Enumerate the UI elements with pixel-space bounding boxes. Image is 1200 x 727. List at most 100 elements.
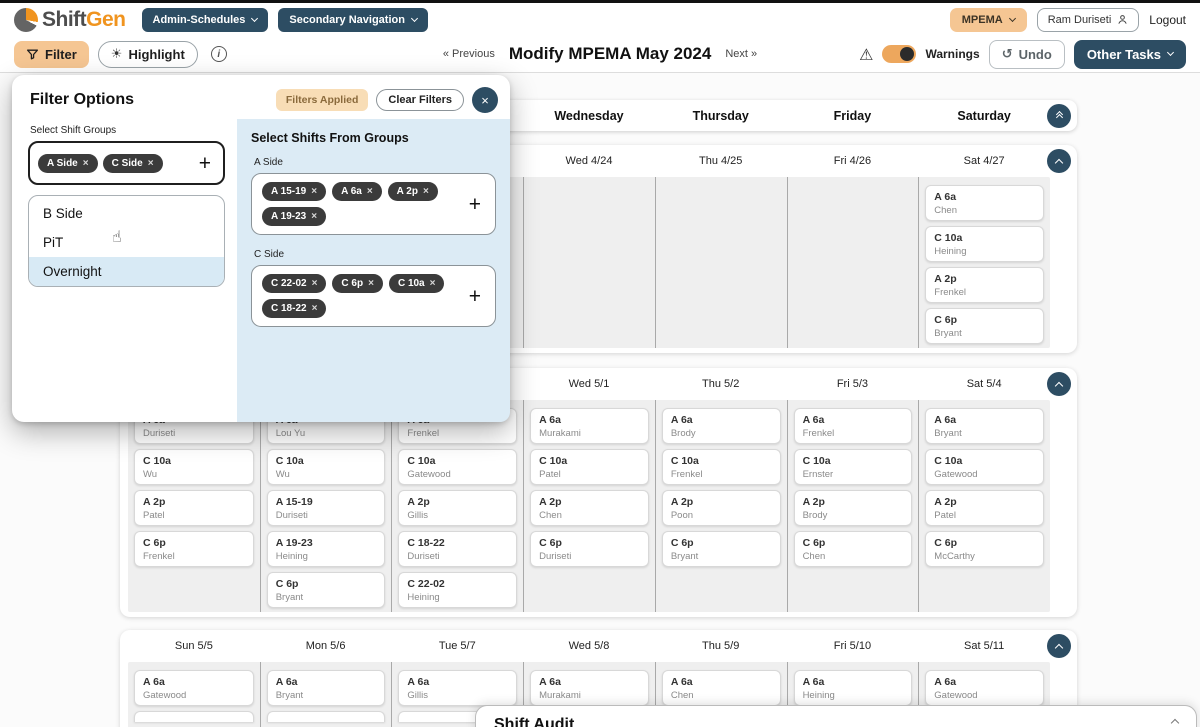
shift-chip[interactable]: C 18-22 × bbox=[262, 299, 327, 318]
shift-label: A 2p bbox=[539, 496, 562, 508]
shift-card[interactable]: A 2p Patel bbox=[925, 490, 1044, 526]
collapse-all-button[interactable] bbox=[1047, 103, 1071, 128]
filter-button[interactable]: Filter bbox=[14, 40, 89, 68]
shift-card[interactable]: C 6p Chen bbox=[793, 531, 913, 567]
other-tasks-button[interactable]: Other Tasks bbox=[1073, 39, 1186, 69]
shift-card[interactable]: A 6a Murakami bbox=[530, 408, 649, 444]
shift-card[interactable]: A 6a Bryant bbox=[925, 408, 1044, 444]
shift-card[interactable]: C 10a Gatewood bbox=[925, 449, 1044, 485]
shift-chip[interactable]: A 6a × bbox=[332, 182, 382, 201]
shift-card[interactable]: C 10a Wu bbox=[266, 449, 386, 485]
shift-card[interactable]: C 6p McCarthy bbox=[925, 531, 1044, 567]
shift-card[interactable]: A 2p Gillis bbox=[398, 490, 518, 526]
highlight-button[interactable]: ☀ Highlight bbox=[97, 40, 198, 68]
shift-card[interactable]: C 10a Heining bbox=[925, 226, 1044, 262]
next-button[interactable]: Next » bbox=[725, 48, 758, 60]
shift-card[interactable]: A 2p Patel bbox=[134, 490, 254, 526]
shift-card[interactable]: C 18-22 Duriseti bbox=[398, 531, 518, 567]
secondary-navigation-menu[interactable]: Secondary Navigation bbox=[278, 7, 428, 32]
group-option[interactable]: Overnight bbox=[29, 257, 224, 286]
chip-remove-icon[interactable]: × bbox=[311, 186, 318, 197]
shift-card[interactable]: A 6a Brody bbox=[661, 408, 781, 444]
shift-card[interactable]: C 6p Frenkel bbox=[134, 531, 254, 567]
admin-schedules-menu[interactable]: Admin-Schedules bbox=[141, 7, 269, 32]
shift-card[interactable]: A 2p Brody bbox=[793, 490, 913, 526]
assignee-label: Heining bbox=[275, 551, 308, 563]
add-shift-button[interactable]: + bbox=[465, 286, 485, 307]
add-shift-button[interactable]: + bbox=[465, 194, 485, 215]
chip-remove-icon[interactable]: × bbox=[147, 157, 154, 169]
shift-card[interactable]: A 2p Frenkel bbox=[925, 267, 1044, 303]
warnings-toggle[interactable] bbox=[882, 45, 917, 63]
shift-card[interactable]: C 10a Frenkel bbox=[661, 449, 781, 485]
assignee-label: Brody bbox=[670, 428, 696, 440]
shift-card[interactable] bbox=[134, 711, 254, 722]
shift-chip[interactable]: A Side × bbox=[38, 153, 98, 173]
shiftgen-logo[interactable]: ShiftGen bbox=[14, 7, 126, 32]
undo-button[interactable]: ↺ Undo bbox=[988, 39, 1065, 69]
shift-card[interactable]: C 6p Bryant bbox=[925, 308, 1044, 344]
assignee-label: Patel bbox=[143, 510, 165, 522]
shift-label: A 6a bbox=[934, 414, 957, 426]
shift-card[interactable]: A 6a Gatewood bbox=[925, 670, 1044, 706]
site-selector-button[interactable]: MPEMA bbox=[949, 7, 1027, 32]
shift-chip[interactable]: C Side × bbox=[102, 153, 163, 173]
collapse-week-button[interactable] bbox=[1047, 149, 1071, 173]
shift-card[interactable]: C 6p Duriseti bbox=[530, 531, 649, 567]
add-group-button[interactable]: + bbox=[195, 153, 215, 174]
shift-card[interactable]: A 2p Chen bbox=[530, 490, 649, 526]
shift-card[interactable]: A 6a Gillis bbox=[398, 670, 518, 706]
chip-remove-icon[interactable]: × bbox=[82, 157, 89, 169]
shift-card[interactable]: C 6p Bryant bbox=[661, 531, 781, 567]
shift-card[interactable]: A 6a Gatewood bbox=[134, 670, 254, 706]
shift-chip[interactable]: A 2p × bbox=[387, 182, 438, 201]
assignee-label: Frenkel bbox=[407, 428, 440, 440]
chip-remove-icon[interactable]: × bbox=[311, 303, 318, 314]
shift-chip[interactable]: A 19-23 × bbox=[262, 207, 327, 226]
shift-card[interactable]: A 6a Chen bbox=[661, 670, 781, 706]
group-option[interactable]: PiT bbox=[43, 235, 64, 250]
chip-remove-icon[interactable]: × bbox=[366, 186, 373, 197]
logout-link[interactable]: Logout bbox=[1149, 12, 1186, 27]
assignee-label: Bryant bbox=[670, 551, 699, 563]
shift-chip[interactable]: A 15-19 × bbox=[262, 182, 327, 201]
filter-modal-body: Select Shift Groups A Side × C Side × + B S… bbox=[12, 119, 510, 422]
chip-remove-icon[interactable]: × bbox=[422, 186, 429, 197]
shift-chip[interactable]: C 22-02 × bbox=[262, 274, 327, 293]
group-option[interactable]: B Side bbox=[43, 206, 83, 221]
shift-card[interactable]: A 6a Murakami bbox=[530, 670, 649, 706]
shift-card[interactable]: A 19-23 Heining bbox=[266, 531, 386, 567]
shift-card[interactable]: A 6a Heining bbox=[793, 670, 913, 706]
clear-filters-button[interactable]: Clear Filters bbox=[376, 89, 464, 111]
chip-remove-icon[interactable]: × bbox=[429, 278, 436, 289]
shift-card[interactable]: A 2p Poon bbox=[661, 490, 781, 526]
user-button[interactable]: Ram Duriseti bbox=[1036, 7, 1140, 32]
shift-card[interactable]: C 10a Patel bbox=[530, 449, 649, 485]
assignee-label: Patel bbox=[539, 469, 561, 481]
shift-card[interactable]: C 10a Gatewood bbox=[398, 449, 518, 485]
collapse-audit-icon[interactable] bbox=[1170, 718, 1180, 727]
chip-remove-icon[interactable]: × bbox=[311, 278, 318, 289]
weekday-label: Friday bbox=[833, 108, 872, 123]
previous-button[interactable]: « Previous bbox=[442, 48, 495, 60]
shift-card[interactable]: A 6a Frenkel bbox=[793, 408, 913, 444]
group-options-list: B Side PiT Overnight bbox=[28, 195, 225, 287]
shift-chip[interactable]: C 6p × bbox=[332, 274, 383, 293]
shift-card[interactable]: A 6a Bryant bbox=[266, 670, 386, 706]
shift-card[interactable]: C 10a Wu bbox=[134, 449, 254, 485]
shift-card[interactable]: A 6a Chen bbox=[925, 185, 1044, 221]
collapse-week-button[interactable] bbox=[1047, 372, 1071, 396]
close-modal-button[interactable]: × bbox=[472, 87, 498, 113]
shift-card[interactable]: C 22-02 Heining bbox=[398, 572, 518, 608]
shift-chip[interactable]: C 10a × bbox=[388, 274, 445, 293]
info-icon[interactable]: i bbox=[210, 46, 227, 62]
selected-groups-input[interactable]: A Side × C Side × + bbox=[28, 141, 225, 185]
shift-card[interactable]: A 15-19 Duriseti bbox=[266, 490, 386, 526]
chip-remove-icon[interactable]: × bbox=[368, 278, 374, 289]
shift-card[interactable]: C 10a Ernster bbox=[793, 449, 913, 485]
collapse-week-button[interactable] bbox=[1047, 634, 1071, 658]
chip-remove-icon[interactable]: × bbox=[311, 211, 318, 222]
shift-card[interactable] bbox=[266, 711, 386, 722]
shift-card[interactable]: C 6p Bryant bbox=[266, 572, 386, 608]
week-header: Wed 5/1 Thu 5/2 Fri 5/3 Sat 5/4 bbox=[120, 368, 1077, 400]
